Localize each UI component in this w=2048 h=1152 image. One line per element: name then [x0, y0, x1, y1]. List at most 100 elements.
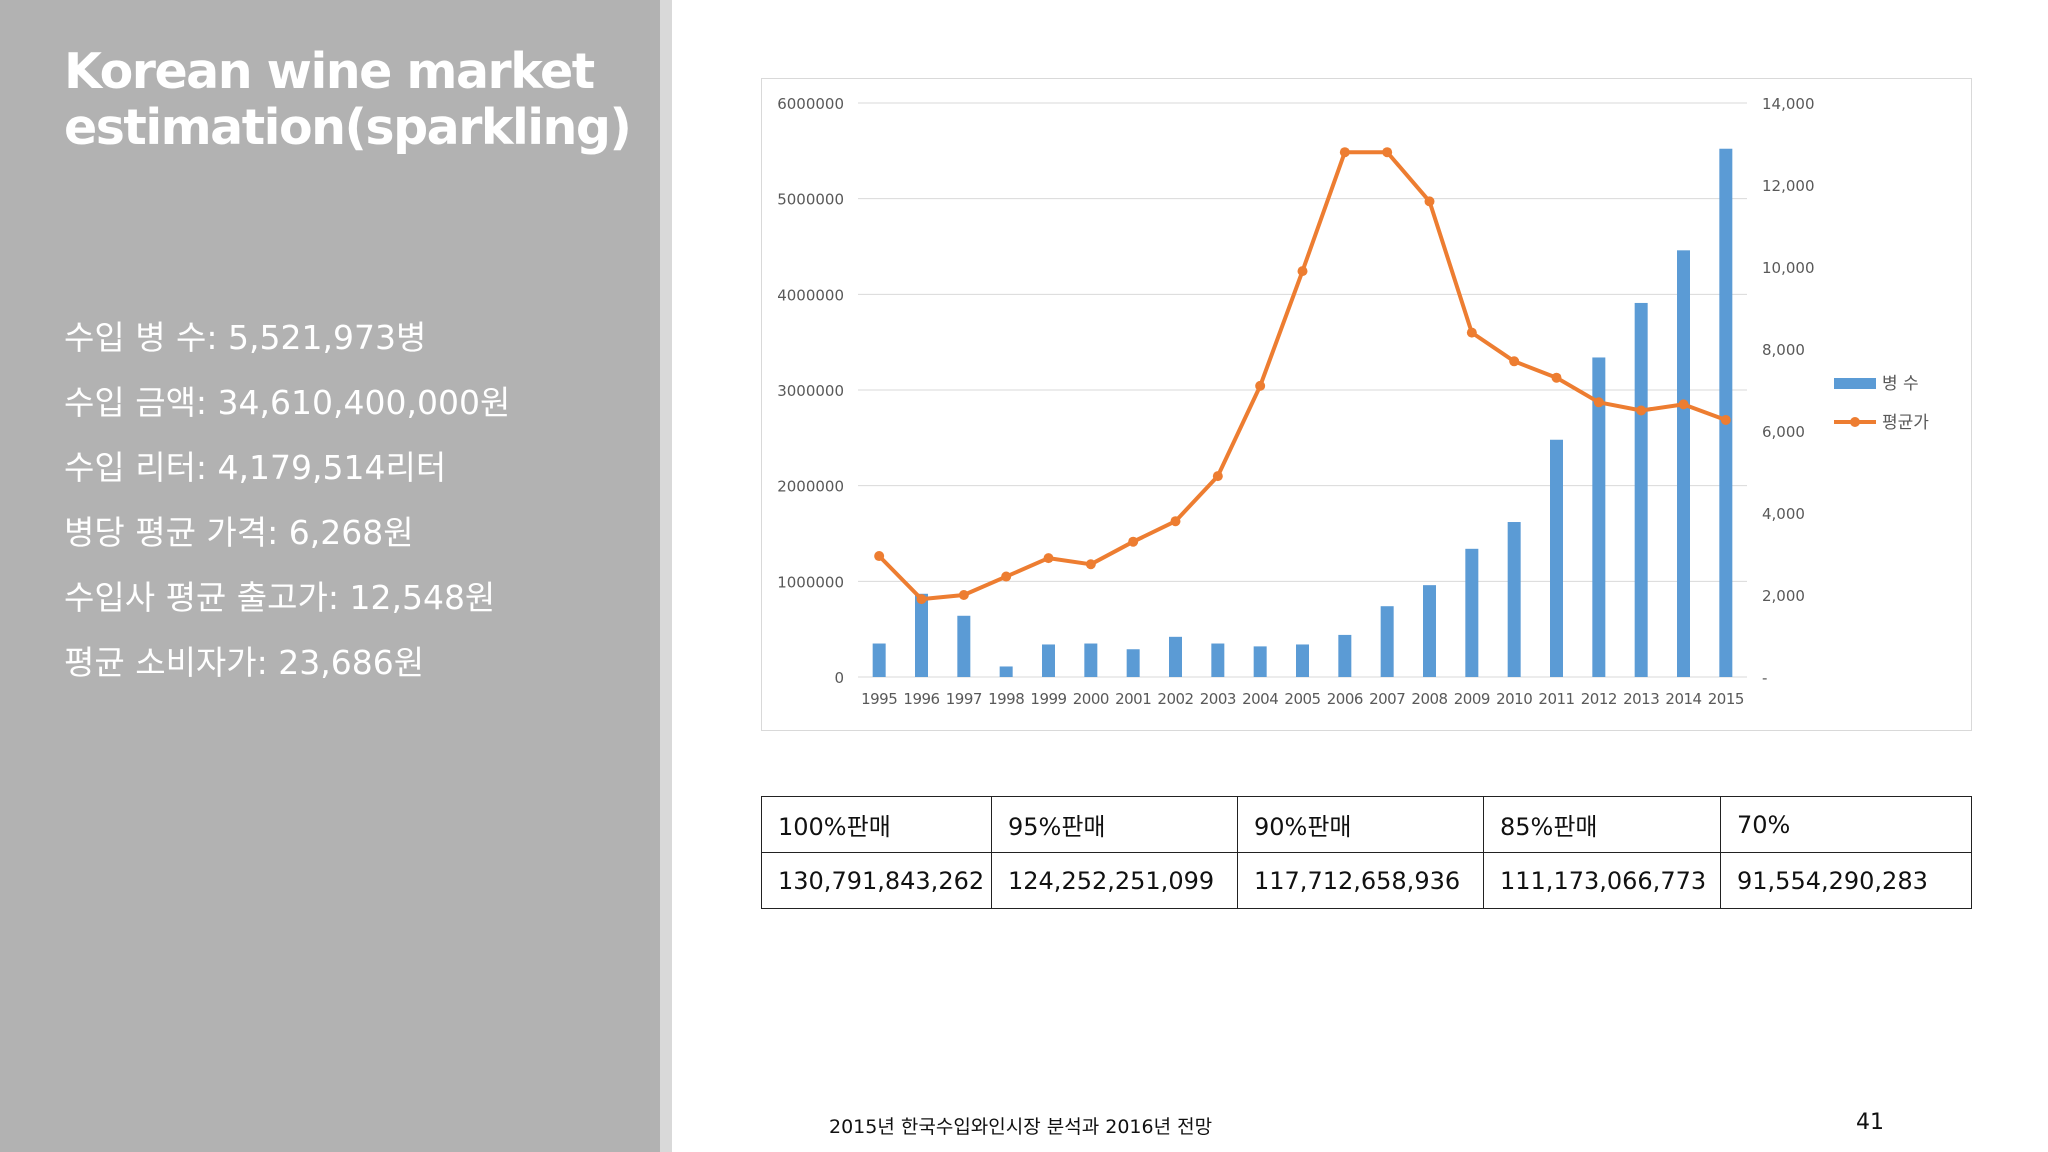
x-tick-label: 2002 [1157, 690, 1193, 708]
x-tick-label: 2000 [1073, 690, 1109, 708]
point-2003 [1212, 471, 1223, 482]
y-left-tick-label: 2000000 [777, 478, 844, 496]
table-header-cell: 90%판매 [1237, 796, 1484, 853]
left-panel: Korean wine market estimation(sparkling)… [0, 0, 660, 1152]
stat-bottles: 수입 병 수: 5,521,973병 [64, 318, 427, 357]
point-2009 [1466, 327, 1477, 338]
x-tick-label: 2014 [1665, 690, 1701, 708]
legend-swatch-bottles [1834, 378, 1876, 389]
bar-2014 [1677, 250, 1690, 677]
table-header-cell: 95%판매 [991, 796, 1238, 853]
stat-importer-avg-price: 수입사 평균 출고가: 12,548원 [64, 578, 496, 617]
y-right-tick-label: 6,000 [1762, 423, 1805, 441]
x-tick-label: 2012 [1581, 690, 1617, 708]
x-tick-label: 2001 [1115, 690, 1151, 708]
table-cell: 111,173,066,773 [1483, 852, 1721, 909]
bar-2007 [1380, 606, 1394, 677]
y-left-tick-label: 3000000 [777, 382, 844, 400]
legend-marker-avg-price [1850, 417, 1860, 427]
table-cell: 91,554,290,283 [1720, 852, 1972, 909]
point-2005 [1297, 266, 1308, 277]
x-tick-label: 2009 [1454, 690, 1490, 708]
table-header-cell: 70% [1720, 796, 1972, 853]
point-2001 [1128, 536, 1139, 547]
table-header-cell: 100%판매 [761, 796, 992, 853]
y-left-tick-label: 1000000 [777, 573, 844, 591]
table-cell: 130,791,843,262 [761, 852, 992, 909]
table-header-cell: 85%판매 [1483, 796, 1721, 853]
point-2012 [1593, 397, 1604, 408]
bar-2009 [1465, 548, 1479, 677]
point-1995 [874, 551, 885, 562]
chart-svg: 0 1000000 2000000 3000000 4000000 5000000 6000… [777, 95, 1929, 708]
chart: 0 1000000 2000000 3000000 4000000 5000000 6000… [761, 78, 1972, 731]
bar-1995 [872, 643, 886, 677]
y-right-tick-label: 4,000 [1762, 505, 1805, 523]
x-tick-label: 2010 [1496, 690, 1532, 708]
y-left-tick-label: 0 [834, 669, 844, 687]
legend-label-bottles: 병 수 [1882, 374, 1919, 394]
point-2008 [1424, 196, 1435, 207]
point-2013 [1636, 405, 1647, 416]
x-tick-label: 1995 [861, 690, 897, 708]
legend-label-avg-price: 평균가 [1882, 413, 1929, 433]
stat-avg-consumer-price: 평균 소비자가: 23,686원 [64, 643, 425, 682]
bar-2003 [1211, 643, 1225, 677]
point-1999 [1043, 553, 1054, 564]
point-2006 [1339, 147, 1350, 158]
x-tick-label: 1997 [946, 690, 982, 708]
panel-divider [660, 0, 672, 1152]
x-tick-label: 2015 [1708, 690, 1744, 708]
y-left-tick-label: 4000000 [777, 286, 844, 304]
stat-liters: 수입 리터: 4,179,514리터 [64, 448, 447, 487]
bar-2004 [1253, 646, 1267, 677]
y-left-tick-label: 6000000 [777, 95, 844, 113]
point-2007 [1382, 147, 1393, 158]
bar-2000 [1084, 643, 1098, 677]
bar-2010 [1507, 522, 1521, 677]
point-2000 [1085, 559, 1096, 570]
bar-1997 [957, 615, 971, 677]
x-tick-label: 2006 [1327, 690, 1363, 708]
y-right-tick-label: 8,000 [1762, 341, 1805, 359]
y-left-tick-label: 5000000 [777, 191, 844, 209]
y-right-tick-label: 14,000 [1762, 95, 1815, 113]
bar-2008 [1423, 585, 1436, 677]
table-header-row: 100%판매 95%판매 90%판매 85%판매 70% [761, 796, 1972, 853]
y-right-tick-label: - [1762, 669, 1767, 687]
table-cell: 117,712,658,936 [1237, 852, 1484, 909]
point-1997 [958, 590, 969, 600]
x-tick-label: 2011 [1538, 690, 1574, 708]
bar-2006 [1338, 634, 1352, 677]
slide-title: Korean wine market estimation(sparkling) [64, 43, 632, 156]
sales-table: 100%판매 95%판매 90%판매 85%판매 70% 130,791,843… [761, 796, 1972, 909]
footer-source: 2015년 한국수입와인시장 분석과 2016년 전망 [829, 1116, 1213, 1138]
point-2014 [1678, 399, 1689, 410]
table-row: 130,791,843,262 124,252,251,099 117,712,… [761, 852, 1972, 909]
x-tick-label: 1999 [1030, 690, 1066, 708]
point-2011 [1551, 372, 1562, 383]
bar-2002 [1169, 636, 1182, 677]
point-2004 [1255, 380, 1266, 391]
y-right-tick-label: 10,000 [1762, 259, 1815, 277]
stat-amount: 수입 금액: 34,610,400,000원 [64, 383, 511, 422]
bar-2012 [1592, 357, 1606, 677]
bar-1998 [999, 666, 1013, 677]
bar-1996 [915, 593, 928, 677]
stats-list: 수입 병 수: 5,521,973병 수입 금액: 34,610,400,000… [64, 305, 510, 695]
stat-avg-price-per-bottle: 병당 평균 가격: 6,268원 [64, 513, 414, 552]
page-number: 41 [1856, 1110, 1884, 1135]
point-1996 [916, 594, 927, 605]
x-tick-label: 1996 [903, 690, 939, 708]
point-2010 [1509, 356, 1520, 367]
x-tick-label: 2008 [1411, 690, 1447, 708]
bar-2011 [1550, 439, 1563, 677]
y-right-tick-label: 12,000 [1762, 177, 1815, 195]
bar-2015 [1719, 148, 1733, 677]
bar-2001 [1126, 649, 1140, 677]
point-2015 [1720, 415, 1731, 426]
x-tick-label: 2005 [1284, 690, 1320, 708]
x-tick-label: 2013 [1623, 690, 1659, 708]
x-tick-label: 2007 [1369, 690, 1405, 708]
table-cell: 124,252,251,099 [991, 852, 1238, 909]
